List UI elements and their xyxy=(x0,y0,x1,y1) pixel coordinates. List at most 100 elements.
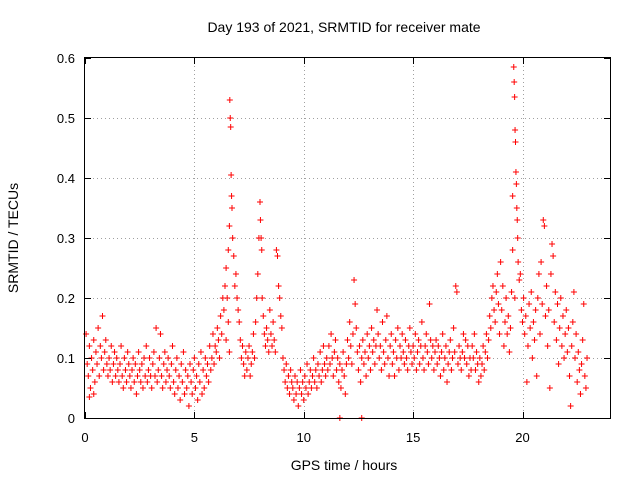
data-point xyxy=(397,343,403,349)
data-point xyxy=(119,373,126,379)
data-point xyxy=(157,331,164,337)
data-point xyxy=(331,349,338,355)
data-point xyxy=(470,355,477,361)
data-point xyxy=(336,361,343,367)
data-point xyxy=(513,181,520,187)
data-point xyxy=(332,337,339,343)
data-point xyxy=(567,403,574,409)
data-point xyxy=(296,385,303,391)
data-point xyxy=(107,367,114,373)
data-point xyxy=(565,325,572,331)
data-point xyxy=(509,247,516,253)
data-point xyxy=(103,361,110,367)
y-tick-labels: 0 0.1 0.2 0.3 0.4 0.5 0.6 xyxy=(57,51,75,426)
x-tick-label: 0 xyxy=(81,430,88,445)
x-tick-label: 10 xyxy=(297,430,311,445)
data-point xyxy=(404,367,411,373)
data-point xyxy=(425,361,432,367)
data-point xyxy=(367,367,374,373)
data-point xyxy=(183,385,190,391)
data-point xyxy=(148,385,155,391)
data-point xyxy=(124,349,131,355)
data-point xyxy=(189,391,196,397)
data-point xyxy=(160,361,167,367)
data-point xyxy=(432,349,438,355)
data-point xyxy=(434,361,441,367)
data-point xyxy=(366,343,373,349)
data-point xyxy=(507,325,514,331)
data-point xyxy=(342,391,349,397)
data-point xyxy=(378,367,385,373)
data-point xyxy=(254,271,261,277)
data-point xyxy=(310,355,317,361)
data-point xyxy=(360,361,367,367)
data-point xyxy=(582,385,589,391)
data-point xyxy=(495,301,502,307)
data-point xyxy=(159,385,166,391)
data-point xyxy=(182,367,189,373)
data-point xyxy=(416,361,423,367)
data-point xyxy=(345,355,352,361)
data-point xyxy=(578,361,585,367)
data-point xyxy=(354,349,361,355)
data-point xyxy=(305,391,312,397)
data-point xyxy=(541,223,548,229)
data-point xyxy=(493,289,500,295)
data-point xyxy=(251,355,258,361)
data-point xyxy=(258,247,265,253)
data-point xyxy=(329,355,336,361)
data-point xyxy=(327,361,333,367)
data-point xyxy=(118,343,125,349)
data-point xyxy=(477,373,484,379)
data-point xyxy=(129,367,136,373)
data-point xyxy=(294,379,301,385)
data-point xyxy=(231,283,238,289)
data-point xyxy=(213,349,220,355)
data-point xyxy=(392,337,399,343)
data-point xyxy=(511,94,518,100)
data-point xyxy=(170,379,177,385)
data-point xyxy=(246,343,253,349)
data-point xyxy=(549,241,556,247)
data-point xyxy=(349,331,356,337)
data-point xyxy=(568,343,575,349)
data-point xyxy=(562,331,569,337)
data-point xyxy=(340,349,347,355)
data-point xyxy=(402,337,409,343)
data-point xyxy=(364,331,371,337)
data-point xyxy=(461,355,468,361)
data-point xyxy=(574,379,581,385)
data-point xyxy=(348,361,355,367)
data-point xyxy=(288,379,295,385)
x-tick-label: 15 xyxy=(406,430,420,445)
data-point xyxy=(570,289,577,295)
data-point xyxy=(172,367,179,373)
data-point xyxy=(437,373,444,379)
data-point xyxy=(230,253,237,259)
data-point xyxy=(192,385,199,391)
data-point xyxy=(282,379,289,385)
data-point xyxy=(161,349,168,355)
data-point xyxy=(428,355,435,361)
data-point xyxy=(514,235,521,241)
data-point xyxy=(563,307,570,313)
data-point xyxy=(250,331,257,337)
data-point xyxy=(201,385,208,391)
data-point xyxy=(278,325,285,331)
data-point xyxy=(223,265,230,271)
data-point xyxy=(516,277,523,283)
data-point xyxy=(521,331,528,337)
data-point xyxy=(394,325,401,331)
data-point xyxy=(491,307,498,313)
data-point xyxy=(556,325,563,331)
data-point xyxy=(96,373,103,379)
data-point xyxy=(223,337,230,343)
data-point xyxy=(564,349,571,355)
data-point xyxy=(341,373,348,379)
data-point xyxy=(237,337,244,343)
data-point xyxy=(374,307,381,313)
data-point xyxy=(174,385,181,391)
data-point xyxy=(299,379,306,385)
data-point xyxy=(579,337,586,343)
